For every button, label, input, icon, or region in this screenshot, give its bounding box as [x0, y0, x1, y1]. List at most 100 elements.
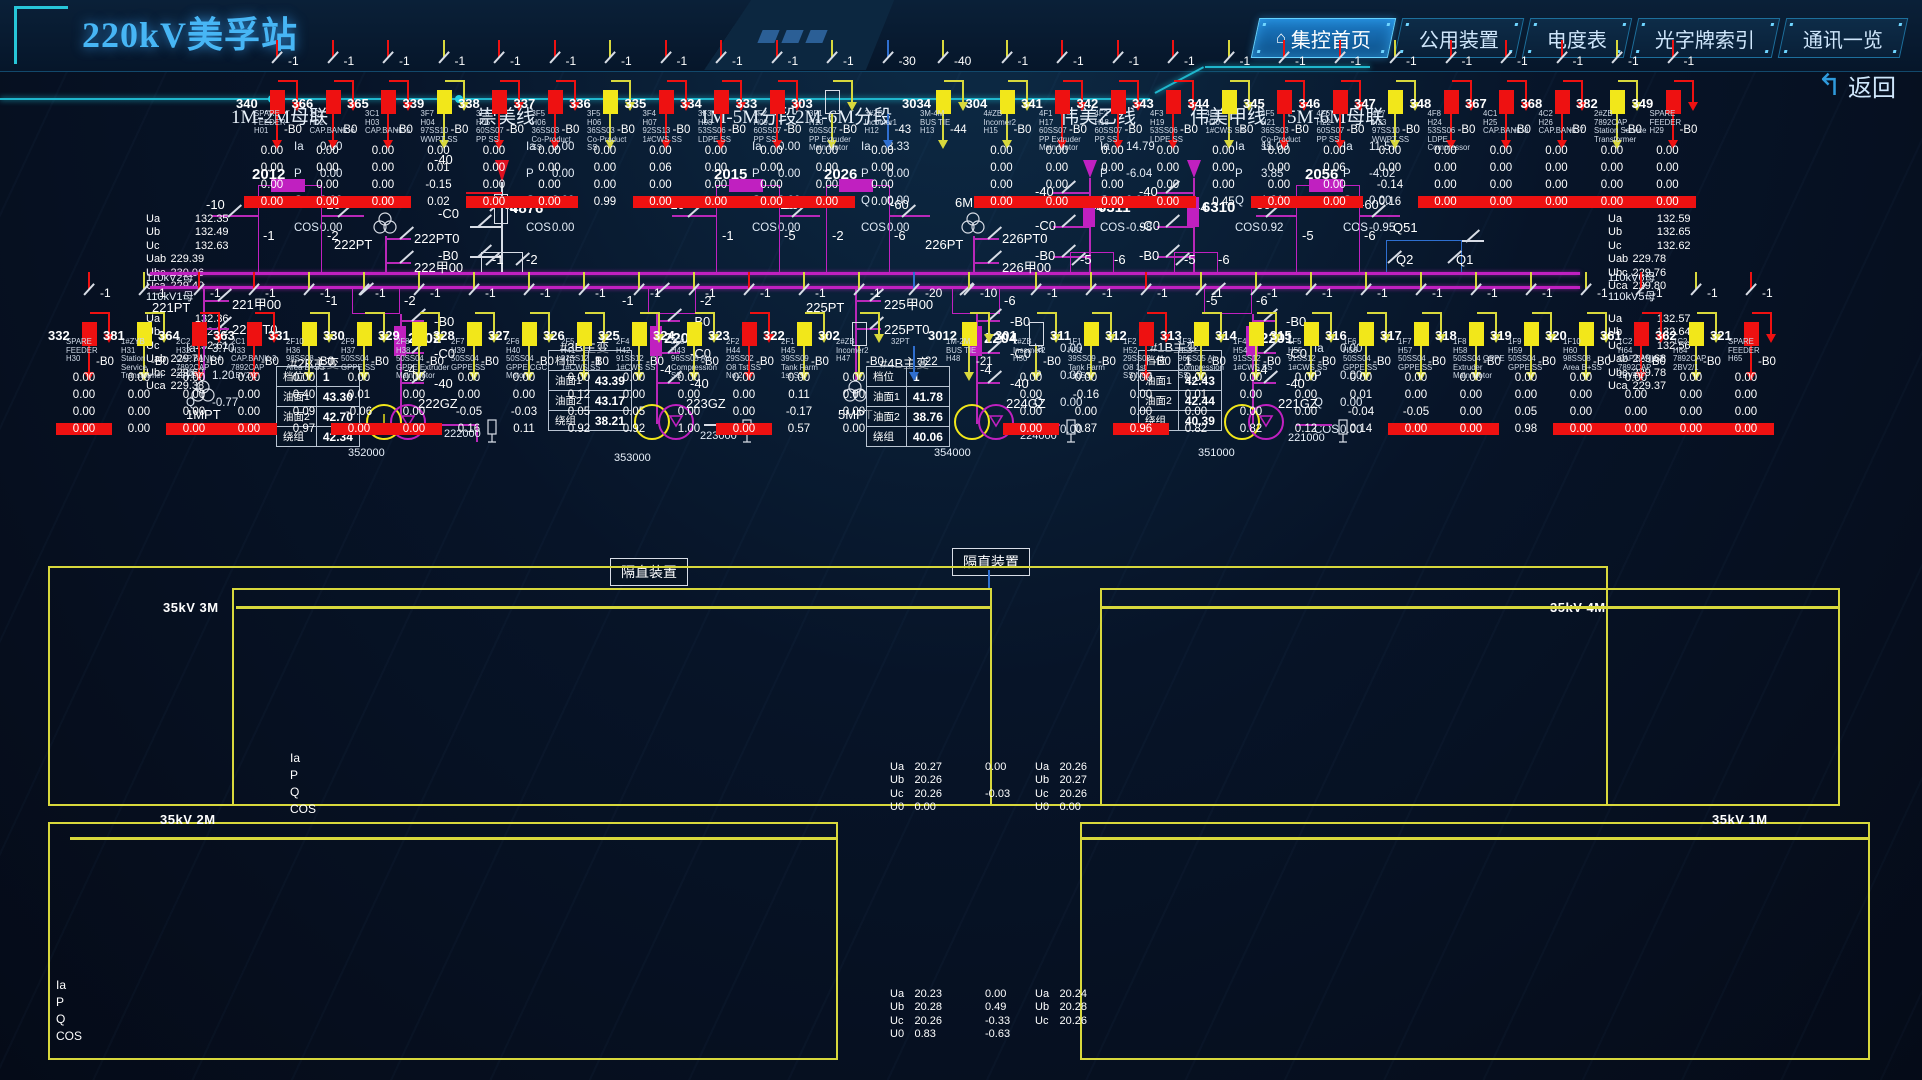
- feeder-column[interactable]: -1 336 -B0 3F5 H06 36SS03 Co-Product SS 0.00…: [569, 0, 645, 1080]
- nav-tab-comms[interactable]: 通讯一览: [1777, 18, 1909, 58]
- breaker-icon[interactable]: [1084, 322, 1099, 346]
- xfmr-3b-feeder-no[interactable]: 353000: [614, 452, 651, 464]
- feeder-column[interactable]: -1 323 -B0 2F2 H44 29SS02 O8 Tst SS No.2 0.0…: [708, 0, 784, 1080]
- breaker-icon[interactable]: [436, 90, 452, 114]
- xfmr-1b-dis1[interactable]: -5: [1206, 293, 1218, 308]
- breaker-icon[interactable]: [1332, 90, 1348, 114]
- feeder-column[interactable]: -1 366 -B0 3C2 H02 CAP.BANK-6 0.00 0.00 0.…: [292, 0, 368, 1080]
- feeder-number[interactable]: 339: [402, 96, 425, 111]
- feeder-b0-label[interactable]: -B0: [672, 124, 691, 136]
- breaker-icon[interactable]: [936, 90, 951, 114]
- disconnector-label[interactable]: -1: [1047, 286, 1058, 300]
- xfmr-1b-sw-b0[interactable]: -B0: [1286, 314, 1307, 329]
- dis-label-wmy-6[interactable]: -6: [1114, 252, 1126, 267]
- breaker-icon[interactable]: [1055, 90, 1070, 114]
- disconnector-label[interactable]: -1: [288, 54, 299, 68]
- feeder-b0-label[interactable]: -B0: [1263, 356, 1281, 368]
- disconnector-label[interactable]: -1: [1073, 54, 1084, 68]
- xfmr-1b-low[interactable]: 221000: [1288, 432, 1325, 444]
- disconnector-label[interactable]: -1: [1406, 54, 1417, 68]
- dis-label-2026-6[interactable]: -6: [894, 228, 906, 243]
- disconnector-label[interactable]: -1: [1184, 54, 1195, 68]
- breaker-icon[interactable]: [1029, 322, 1044, 346]
- pt-out-222pt0[interactable]: 222PT0: [414, 231, 460, 246]
- feeder-number[interactable]: 329: [378, 328, 400, 343]
- feeder-number[interactable]: 338: [458, 96, 480, 111]
- feeder-b0-label[interactable]: -B0: [426, 356, 444, 368]
- dc-blocker-left[interactable]: 隔直装置: [610, 558, 688, 586]
- breaker-icon[interactable]: [1443, 90, 1459, 114]
- feeder-column[interactable]: -1 326 -B0 2F5 H41 91SS12 1#CWS SS 0.00 0.1…: [543, 0, 619, 1080]
- pt-out-222jia00[interactable]: 222甲00: [414, 260, 464, 275]
- disconnector-label[interactable]: -1: [1652, 286, 1663, 300]
- disconnector-label[interactable]: -1: [1322, 286, 1333, 300]
- breaker-icon[interactable]: [492, 90, 507, 114]
- disconnector-label[interactable]: -1: [705, 286, 716, 300]
- feeder-column[interactable]: -1 329 -B0 2F8 H38 50SS04 GPPE Extruder Main…: [378, 0, 454, 1080]
- feeder-number[interactable]: 335: [624, 96, 647, 111]
- xfmr-4b-sw-b0[interactable]: -B0: [1010, 314, 1031, 329]
- feeder-b0-label[interactable]: -B0: [811, 356, 829, 368]
- feeder-number[interactable]: 317: [1380, 328, 1402, 343]
- feeder-number[interactable]: 321: [1710, 328, 1732, 343]
- xfmr-3b-dis1[interactable]: -1: [622, 293, 634, 308]
- feeder-number[interactable]: 328: [433, 328, 455, 343]
- dis-label-2026-2[interactable]: -2: [832, 228, 844, 243]
- feeder-b0-label[interactable]: -B0: [151, 356, 169, 368]
- feeder-b0-label[interactable]: -B0: [1098, 356, 1116, 368]
- feeder-column[interactable]: -1 320 -B0 1F10 H60 98SS08 Area B+SS 0.00 0…: [1545, 0, 1621, 1080]
- dis-label-2012-1[interactable]: -1: [263, 228, 275, 243]
- feeder-column[interactable]: -20 -22 32PT: [887, 0, 949, 1080]
- disconnector-label[interactable]: -1: [760, 286, 771, 300]
- feeder-b0-label[interactable]: -B0: [1402, 124, 1420, 136]
- feeder-b0-label[interactable]: -B0: [1513, 124, 1531, 136]
- feeder-column[interactable]: -1 328 -B0 2F7 H39 50SS04 GPPE SS 0.00 0.00…: [433, 0, 509, 1080]
- feeder-column[interactable]: -1 304 -B0 4#ZB Incomer2 H15 0.00 0.00 0.0…: [966, 0, 1042, 1080]
- xfmr-2b-sw-c0[interactable]: -C0: [434, 346, 455, 361]
- feeder-number[interactable]: 314: [1215, 328, 1237, 343]
- sw-label-wmy-40[interactable]: -40: [1035, 184, 1054, 199]
- disconnector-label[interactable]: -1: [1572, 54, 1584, 68]
- breaker-icon[interactable]: [137, 322, 152, 346]
- feeder-b0-label[interactable]: -B0: [481, 356, 499, 368]
- xfmr-3b-gz[interactable]: 223GZ: [686, 396, 726, 411]
- feeder-number[interactable]: 340: [236, 96, 258, 111]
- disconnector-label[interactable]: -1: [1212, 286, 1223, 300]
- breaker-icon[interactable]: [714, 90, 729, 114]
- disconnector-label[interactable]: -1: [1350, 54, 1362, 68]
- feeder-column[interactable]: -1 340 -B0 SPARE FEEDER H01 0.00 0.00 0.00…: [236, 0, 312, 1080]
- disconnector-label[interactable]: -1: [595, 286, 606, 300]
- disconnector-label[interactable]: -1: [485, 286, 496, 300]
- breaker-icon[interactable]: [192, 322, 207, 346]
- feeder-column[interactable]: -1 333 -B0 3F2 H09 60SS07 PP SS 0.00 0.00 0…: [736, 0, 812, 1080]
- feeder-column[interactable]: -10 3012 -21 1M-2M BUS TIE H48: [928, 0, 1004, 1080]
- disconnector-label[interactable]: -1: [1157, 286, 1168, 300]
- xfmr-1b-gz[interactable]: 221GZ: [1278, 396, 1318, 411]
- xfmr-4b-sw-40[interactable]: -40: [1010, 376, 1029, 391]
- breaker-icon[interactable]: [797, 322, 812, 346]
- feeder-number[interactable]: 315: [1270, 328, 1292, 343]
- feeder-column[interactable]: -1 324 -B0 2F3 H43 96SS05 Air Compression SS…: [653, 0, 729, 1080]
- pt-device-226pt[interactable]: 226PT: [925, 237, 964, 252]
- breaker-icon[interactable]: [247, 322, 262, 346]
- feeder-b0-label[interactable]: -B0: [1457, 124, 1476, 136]
- breaker-icon[interactable]: [577, 322, 592, 346]
- breaker-icon[interactable]: [658, 90, 674, 114]
- feeder-number[interactable]: 349: [1631, 96, 1654, 111]
- disconnector-label[interactable]: -1: [540, 286, 551, 300]
- feeder-number[interactable]: 304: [965, 96, 988, 111]
- feeder-number[interactable]: 336: [569, 96, 591, 111]
- breaker-icon[interactable]: [742, 322, 757, 346]
- feeder-column[interactable]: -1 337 -B0 3F5 H06 36SS03 Co-Product SS 0.00…: [514, 0, 590, 1080]
- sw-label-wmj-b0[interactable]: -B0: [1139, 248, 1160, 263]
- breaker-icon[interactable]: [1304, 322, 1319, 346]
- disconnector-label[interactable]: -1: [100, 286, 111, 300]
- disconnector-label[interactable]: -1: [1628, 54, 1639, 68]
- pt-device-225pt[interactable]: 225PT: [806, 300, 845, 315]
- feeder-number[interactable]: 348: [1409, 96, 1432, 111]
- xfmr-4b-sw-c0[interactable]: -C0: [1010, 346, 1031, 361]
- xfmr-1b-sw-c0[interactable]: -C0: [1286, 346, 1307, 361]
- disconnector-label[interactable]: -1: [1762, 286, 1773, 300]
- xfmr-4b-dis2[interactable]: -6: [1004, 293, 1016, 308]
- breaker-icon[interactable]: [1166, 90, 1181, 114]
